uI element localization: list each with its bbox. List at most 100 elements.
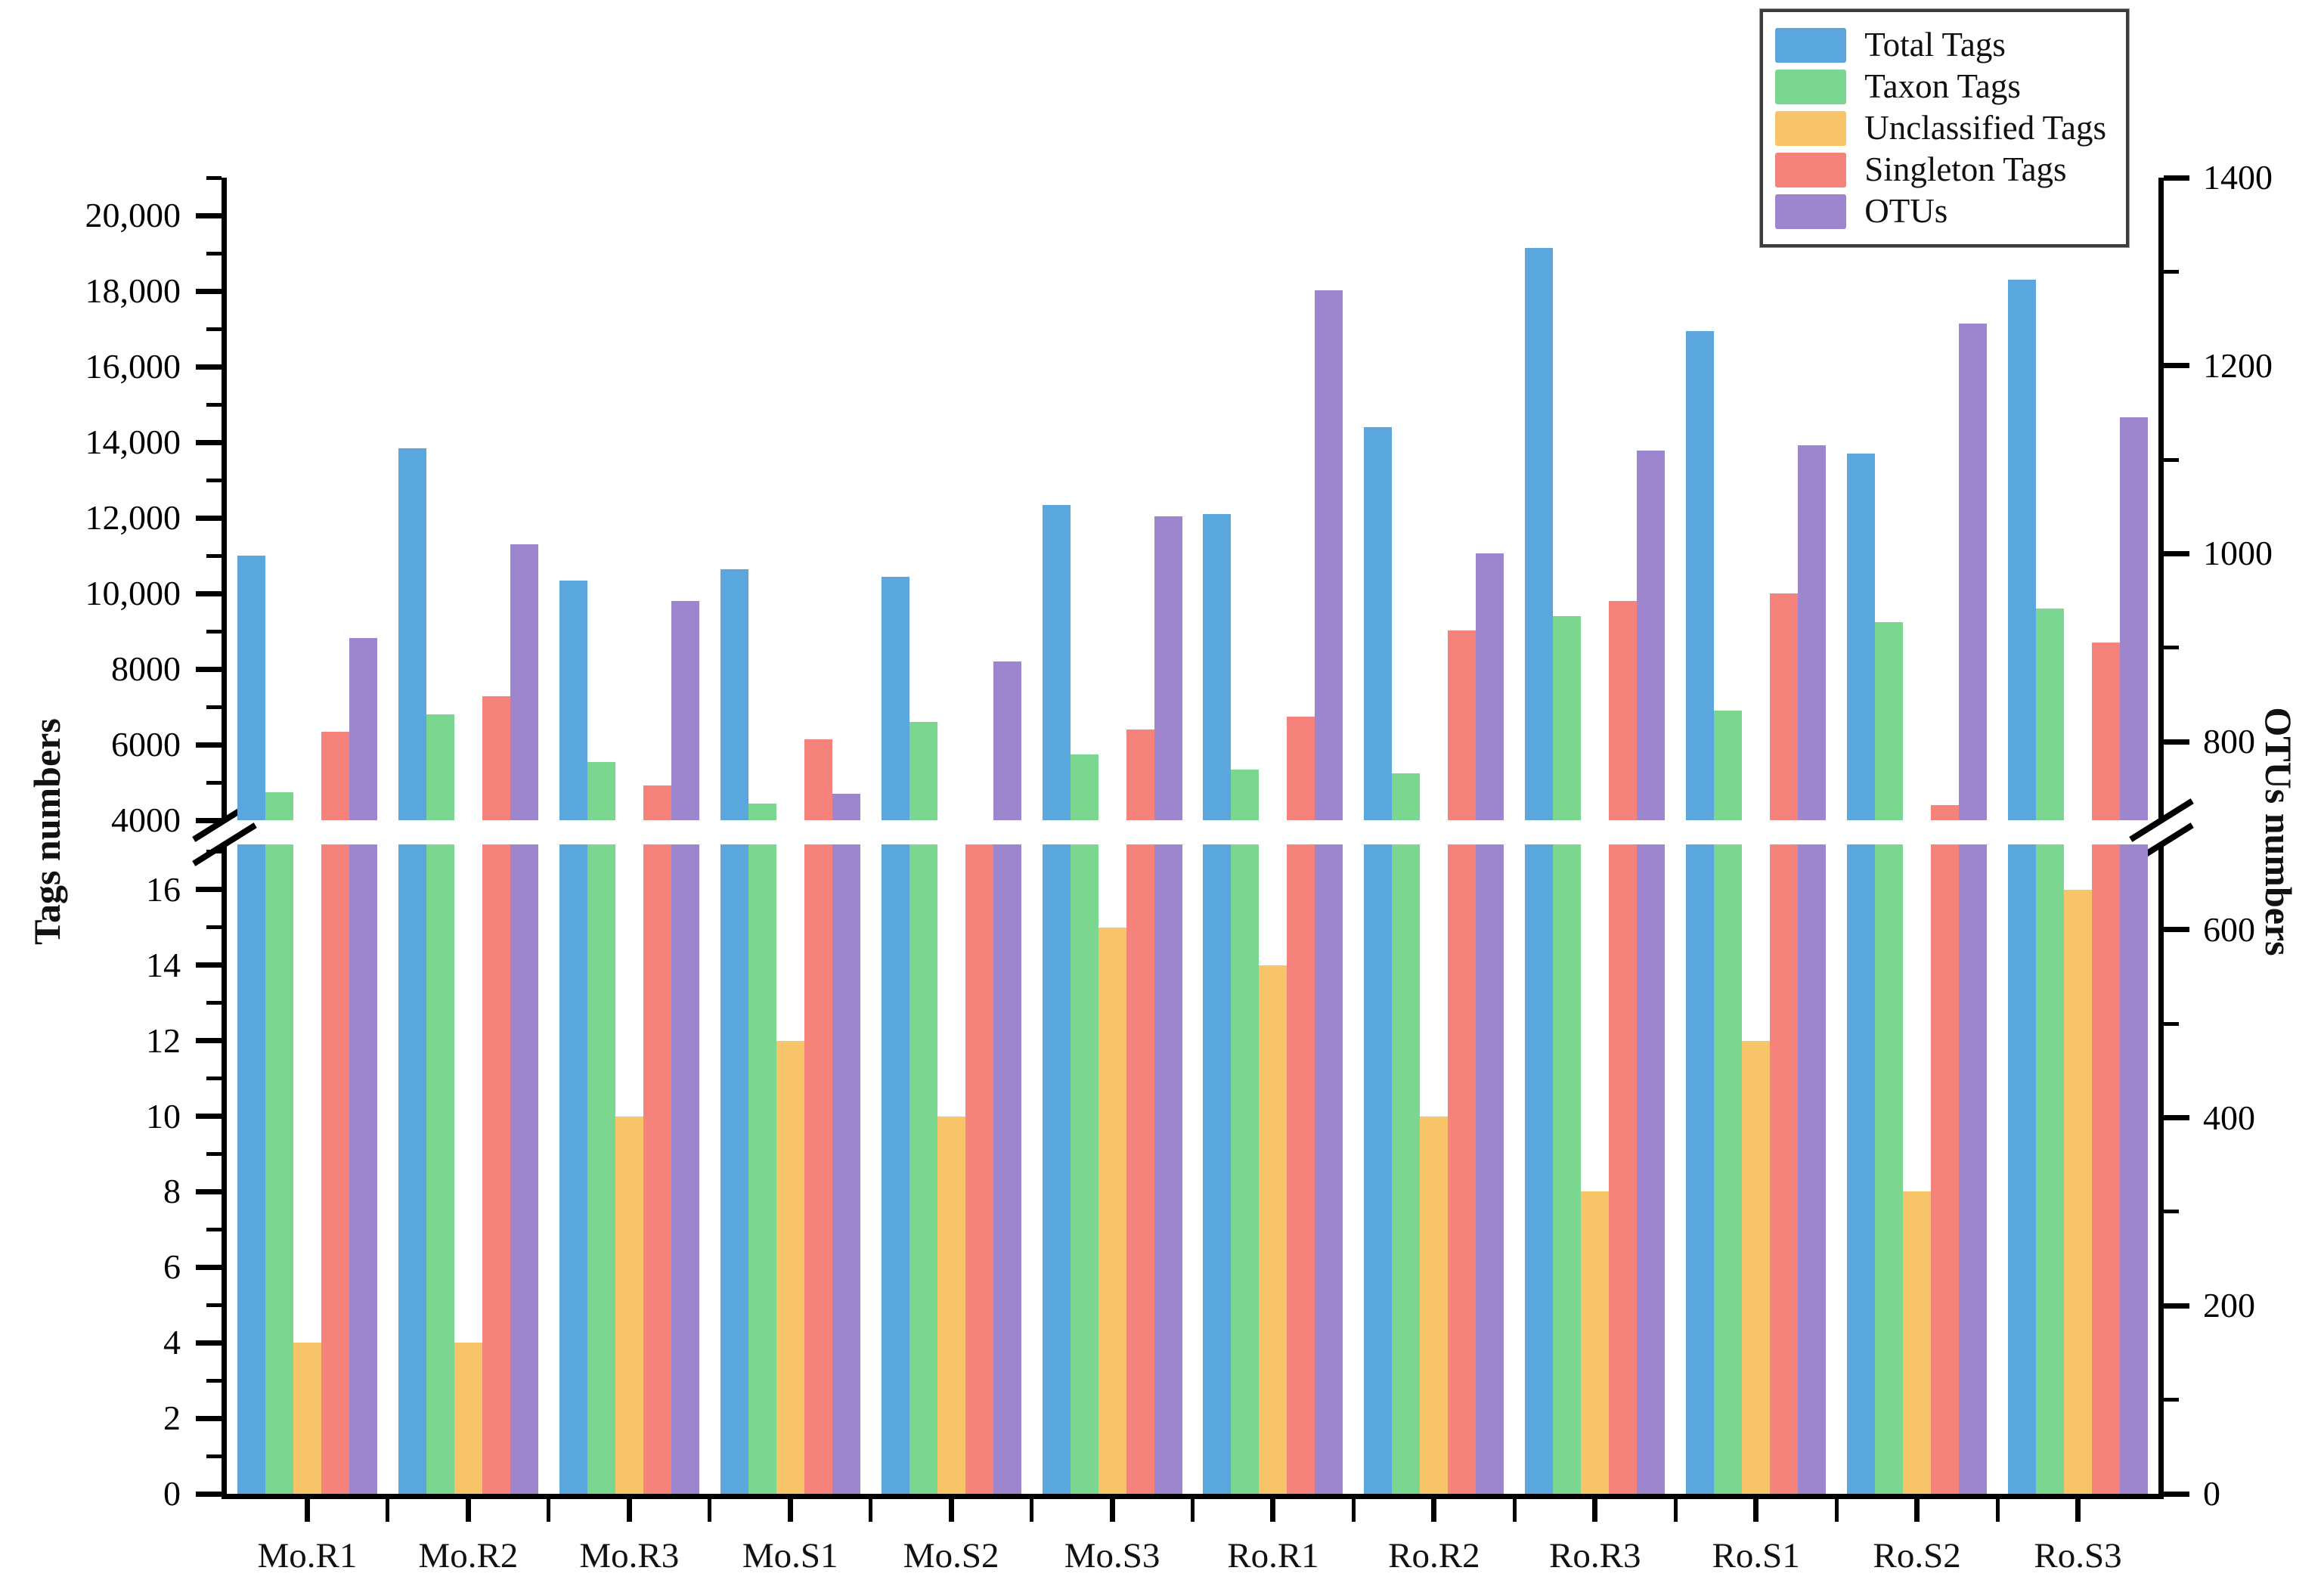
bar-total-tags bbox=[237, 556, 265, 820]
x-axis-tick bbox=[1753, 1499, 1759, 1522]
left-axis-tick bbox=[196, 364, 222, 370]
right-axis-tick bbox=[2164, 1491, 2189, 1497]
bar-unclassified-tags bbox=[293, 1343, 321, 1494]
bar-singleton-tags bbox=[804, 844, 832, 1494]
bar-singleton-tags bbox=[1609, 601, 1638, 820]
x-axis-tick bbox=[1191, 1499, 1195, 1522]
bar-singleton-tags bbox=[1770, 593, 1799, 820]
bar-taxon-tags bbox=[909, 722, 937, 820]
bar-taxon-tags bbox=[426, 714, 454, 820]
left-axis-tick bbox=[196, 817, 222, 823]
left-axis-tick bbox=[206, 1303, 222, 1307]
left-axis-tick-label: 10,000 bbox=[85, 574, 181, 612]
left-axis-tick bbox=[196, 1038, 222, 1044]
right-axis-tick-label: 400 bbox=[2203, 1098, 2255, 1137]
legend-label: Unclassified Tags bbox=[1864, 109, 2106, 147]
legend-item: OTUs bbox=[1775, 191, 2106, 232]
bar-taxon-tags bbox=[1070, 844, 1098, 1494]
right-axis-tick-label: 1200 bbox=[2203, 345, 2273, 385]
right-axis-tick-label: 800 bbox=[2203, 722, 2255, 761]
bar-otus bbox=[1637, 450, 1666, 820]
bar-total-tags bbox=[1525, 247, 1554, 820]
bar-total-tags bbox=[2008, 280, 2037, 820]
bar-otus bbox=[1315, 844, 1343, 1494]
bar-unclassified-tags bbox=[454, 1343, 482, 1494]
bar-total-tags bbox=[1042, 504, 1071, 820]
bar-total-tags bbox=[1042, 844, 1071, 1494]
left-axis-tick-label: 4 bbox=[163, 1323, 181, 1362]
bar-otus bbox=[510, 844, 538, 1494]
bar-otus bbox=[671, 844, 699, 1494]
bar-singleton-tags bbox=[643, 844, 671, 1494]
bar-total-tags bbox=[1203, 844, 1232, 1494]
left-axis-tick bbox=[206, 925, 222, 930]
x-axis-tick bbox=[708, 1499, 712, 1522]
x-axis-category-label: Mo.R3 bbox=[579, 1536, 680, 1575]
bar-taxon-tags bbox=[748, 803, 776, 820]
x-axis-category-label: Ro.S1 bbox=[1712, 1536, 1800, 1575]
bar-unclassified-tags bbox=[1903, 1191, 1932, 1494]
bar-taxon-tags bbox=[2036, 609, 2065, 820]
left-axis-tick bbox=[206, 553, 222, 558]
bar-total-tags bbox=[398, 448, 426, 820]
left-axis-line bbox=[222, 844, 227, 1499]
left-axis-tick bbox=[196, 439, 222, 445]
bar-taxon-tags bbox=[1875, 621, 1904, 820]
legend-item: Total Tags bbox=[1775, 24, 2106, 66]
bar-otus bbox=[993, 844, 1021, 1494]
bar-taxon-tags bbox=[587, 844, 615, 1494]
left-axis-tick-label: 6 bbox=[163, 1247, 181, 1287]
left-axis-tick bbox=[196, 515, 222, 521]
bar-otus bbox=[993, 661, 1021, 820]
left-axis-tick-label: 12 bbox=[146, 1021, 181, 1060]
bar-otus bbox=[2120, 417, 2149, 820]
bar-singleton-tags bbox=[1931, 844, 1960, 1494]
left-axis-tick bbox=[206, 1227, 222, 1231]
left-axis-tick bbox=[206, 251, 222, 256]
bar-singleton-tags bbox=[1609, 844, 1638, 1494]
legend-label: OTUs bbox=[1864, 192, 1948, 230]
left-axis-tick-label: 8 bbox=[163, 1172, 181, 1211]
legend-item: Unclassified Tags bbox=[1775, 107, 2106, 149]
x-axis-tick bbox=[1834, 1499, 1839, 1522]
right-axis-title: OTUs numbers bbox=[2257, 707, 2300, 956]
right-axis-tick bbox=[2164, 1210, 2179, 1214]
bar-taxon-tags bbox=[1714, 844, 1743, 1494]
x-axis-tick bbox=[547, 1499, 551, 1522]
bar-singleton-tags bbox=[1770, 844, 1799, 1494]
left-axis-tick-label: 18,000 bbox=[85, 271, 181, 310]
left-axis-tick-label: 8000 bbox=[111, 649, 181, 688]
left-axis-tick bbox=[196, 1415, 222, 1421]
right-axis-tick bbox=[2164, 739, 2189, 745]
x-axis-tick bbox=[1914, 1499, 1920, 1522]
left-axis-tick-label: 10 bbox=[146, 1096, 181, 1135]
bar-taxon-tags bbox=[1392, 773, 1421, 820]
legend-swatch-icon bbox=[1775, 27, 1847, 63]
left-axis-tick-label: 20,000 bbox=[85, 196, 181, 234]
bar-otus bbox=[1315, 290, 1343, 820]
legend-swatch-icon bbox=[1775, 194, 1847, 229]
bar-unclassified-tags bbox=[776, 1040, 804, 1494]
left-axis-tick bbox=[206, 1378, 222, 1383]
x-axis-category-label: Mo.R1 bbox=[257, 1536, 358, 1575]
bar-singleton-tags bbox=[643, 785, 671, 820]
x-axis-tick bbox=[386, 1499, 390, 1522]
bar-taxon-tags bbox=[265, 792, 293, 820]
x-axis-tick bbox=[1270, 1499, 1276, 1522]
bar-otus bbox=[1476, 553, 1504, 820]
x-axis-category-label: Ro.R1 bbox=[1227, 1536, 1319, 1575]
bar-total-tags bbox=[1686, 330, 1715, 820]
bar-otus bbox=[1154, 516, 1182, 820]
left-axis-tick bbox=[206, 402, 222, 407]
left-axis-tick bbox=[196, 288, 222, 294]
left-axis-tick bbox=[196, 1264, 222, 1270]
bar-singleton-tags bbox=[1448, 844, 1477, 1494]
right-axis-tick bbox=[2164, 457, 2179, 462]
left-axis-tick bbox=[206, 629, 222, 634]
bar-unclassified-tags bbox=[1420, 1116, 1449, 1494]
bar-singleton-tags bbox=[1126, 844, 1154, 1494]
left-axis-tick-label: 0 bbox=[163, 1474, 181, 1513]
x-axis-tick bbox=[869, 1499, 873, 1522]
right-axis-tick bbox=[2164, 927, 2189, 933]
bar-taxon-tags bbox=[1714, 711, 1743, 820]
